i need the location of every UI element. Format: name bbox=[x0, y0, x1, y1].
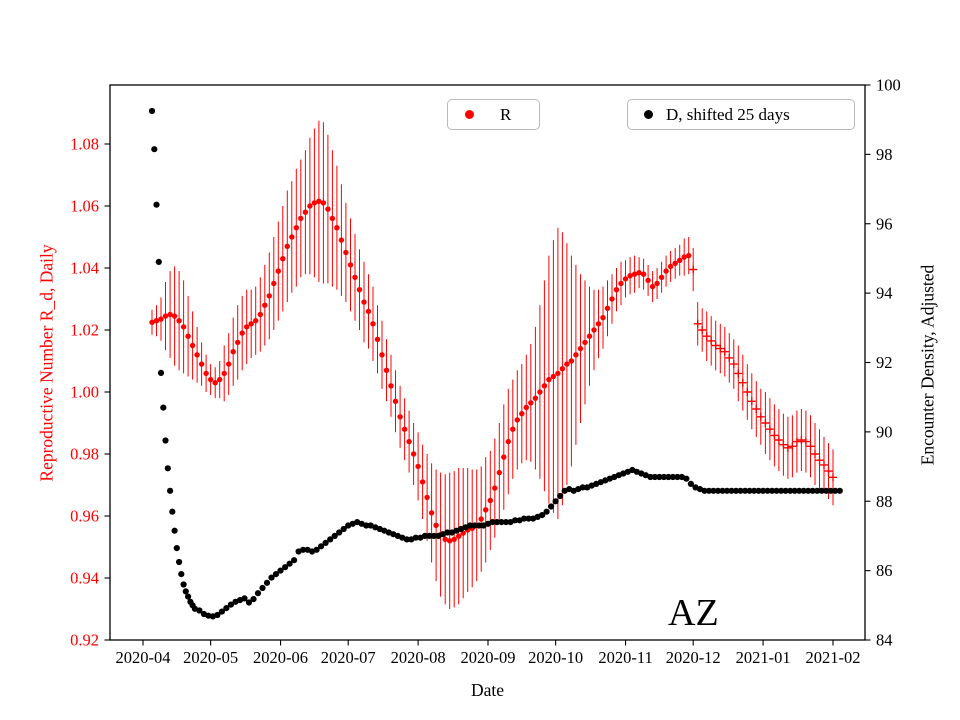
y-right-tick-label: 100 bbox=[876, 76, 901, 95]
state-annotation: AZ bbox=[668, 592, 719, 634]
d-markers bbox=[148, 107, 843, 620]
legend-d-label: D, shifted 25 days bbox=[666, 104, 790, 124]
legend-r-label: R bbox=[500, 104, 512, 124]
y-right-tick-label: 92 bbox=[876, 353, 893, 372]
y-right-tick-label: 84 bbox=[876, 631, 893, 650]
x-tick-label: 2020-07 bbox=[321, 648, 376, 667]
r-markers bbox=[149, 198, 837, 544]
x-tick-label: 2020-05 bbox=[183, 648, 238, 667]
y-left-tick-label: 1.08 bbox=[70, 135, 99, 154]
x-tick-label: 2020-12 bbox=[666, 648, 721, 667]
y-left-tick-label: 0.98 bbox=[70, 445, 99, 464]
legend-d-series: D, shifted 25 days bbox=[627, 99, 855, 130]
y-right-tick-label: 86 bbox=[876, 561, 893, 580]
y-left-tick-label: 1.04 bbox=[70, 259, 99, 278]
y-axis-label-left: Reproductive Number R_d, Daily bbox=[36, 244, 57, 482]
y-left-ticks: 0.92 0.94 0.96 0.98 1.00 1.02 1.04 1.06 1.08 bbox=[70, 135, 110, 650]
x-ticks: 2020-04 2020-05 2020-06 2020-07 2020-08 2020-… bbox=[116, 640, 861, 667]
y-left-tick-label: 0.92 bbox=[70, 631, 99, 650]
y-right-tick-label: 90 bbox=[876, 422, 893, 441]
y-left-tick-label: 1.00 bbox=[70, 383, 99, 402]
r-errorbars bbox=[151, 120, 834, 609]
y-left-tick-label: 0.96 bbox=[70, 507, 99, 526]
y-left-tick-label: 1.06 bbox=[70, 197, 99, 216]
y-axis-label-right: Encounter Density, Adjusted bbox=[917, 264, 938, 466]
x-tick-label: 2020-09 bbox=[461, 648, 516, 667]
y-right-tick-label: 94 bbox=[876, 284, 893, 303]
x-axis-label: Date bbox=[470, 680, 505, 700]
x-tick-label: 2021-01 bbox=[736, 648, 791, 667]
x-tick-label: 2020-04 bbox=[116, 648, 171, 667]
x-tick-label: 2021-02 bbox=[806, 648, 861, 667]
x-tick-label: 2020-06 bbox=[253, 648, 308, 667]
y-right-ticks: 84 86 88 90 92 94 96 98 100 bbox=[865, 76, 901, 650]
red-dot-marker-icon bbox=[465, 110, 474, 119]
y-right-tick-label: 98 bbox=[876, 145, 893, 164]
black-dot-marker-icon bbox=[644, 110, 653, 119]
y-left-tick-label: 1.02 bbox=[70, 321, 99, 340]
y-right-tick-label: 96 bbox=[876, 214, 893, 233]
x-tick-label: 2020-11 bbox=[598, 648, 652, 667]
x-tick-label: 2020-08 bbox=[391, 648, 446, 667]
legend-r-series: R bbox=[447, 99, 540, 130]
x-tick-label: 2020-10 bbox=[528, 648, 583, 667]
plot-frame bbox=[109, 84, 866, 641]
y-right-tick-label: 88 bbox=[876, 492, 893, 511]
y-left-tick-label: 0.94 bbox=[70, 569, 99, 588]
